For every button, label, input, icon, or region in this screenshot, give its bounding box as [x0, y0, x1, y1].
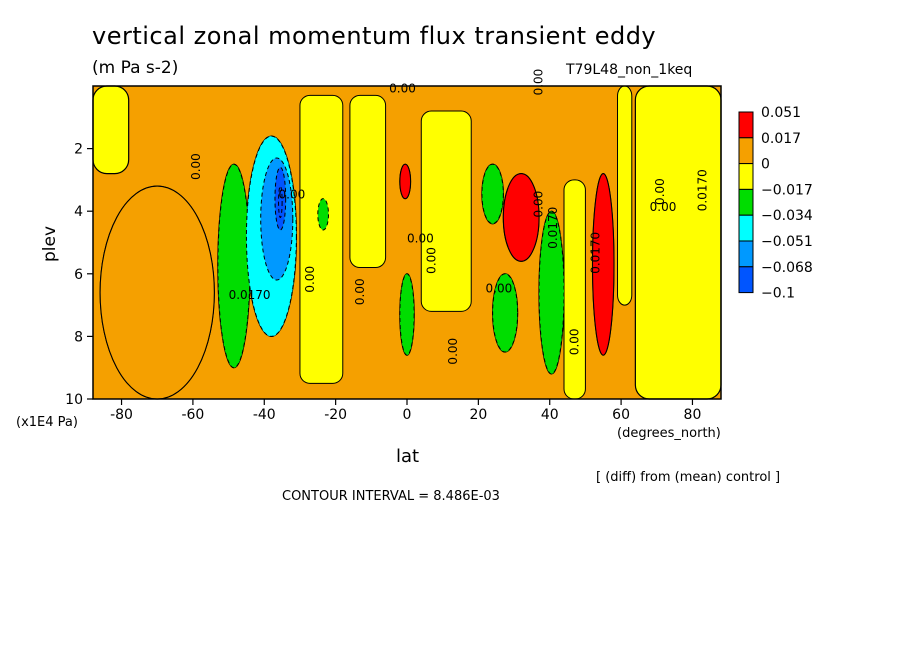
field-region [420, 110, 472, 312]
colorbar-swatch [738, 163, 754, 190]
y-tick-label: 4 [74, 204, 83, 220]
colorbar-swatch [738, 188, 754, 216]
x-tick-label: 20 [469, 407, 487, 423]
field-core [481, 163, 504, 225]
field-core [492, 273, 519, 353]
contour-label: 0.00 [425, 247, 439, 274]
colorbar-label: −0.051 [761, 234, 813, 250]
x-tick-label: -20 [324, 407, 347, 423]
field-core [502, 173, 540, 262]
field-core [399, 273, 415, 356]
y-tick-label: 2 [74, 142, 83, 158]
contour-label: 0.00 [303, 266, 317, 293]
field-core [278, 185, 283, 218]
contour-label: 0.0170 [229, 288, 271, 302]
colorbar-label: −0.1 [761, 286, 795, 302]
colorbar-label: −0.017 [761, 182, 813, 198]
colorbar-swatch [738, 111, 754, 139]
field-region [92, 85, 130, 175]
y-tick-label: 10 [65, 392, 83, 408]
chart-title: vertical zonal momentum flux transient e… [92, 22, 657, 50]
contour-label: 0.0170 [589, 232, 603, 274]
contour-label: 0.00 [446, 338, 460, 365]
x-tick-label: 40 [541, 407, 559, 423]
contour-label: 0.0170 [546, 207, 560, 249]
field-core [538, 210, 565, 375]
colorbar-label: −0.068 [761, 260, 813, 276]
x-tick-label: 80 [684, 407, 702, 423]
field-core [399, 163, 412, 200]
contour-label: 0.00 [532, 191, 546, 218]
contour-label: 0.00 [486, 282, 513, 296]
colorbar-label: 0.051 [761, 105, 801, 121]
y-tick-label: 6 [74, 267, 83, 283]
field-region [617, 85, 633, 306]
field-core [99, 185, 215, 400]
contour-label: 0.00 [532, 69, 546, 96]
x-tick-label: -60 [181, 407, 204, 423]
contour-label: 0.00 [650, 200, 677, 214]
x-tick-label: -80 [110, 407, 133, 423]
x-tick-label: 60 [612, 407, 630, 423]
field-region [299, 94, 344, 384]
x-tick-label: -40 [253, 407, 276, 423]
field-core [317, 198, 330, 231]
colorbar-label: −0.034 [761, 208, 813, 224]
contour-label: 0.00 [567, 328, 581, 355]
field-core [217, 163, 251, 369]
contour-label: 0.0170 [696, 169, 710, 211]
contour-label: 0.00 [653, 178, 667, 205]
contour-label: 0.00 [189, 153, 203, 180]
x-axis-label: lat [396, 446, 420, 467]
chart-units: (m Pa s-2) [92, 58, 179, 78]
contour-label: 0.00 [407, 232, 434, 246]
field-region [634, 85, 722, 400]
contour-interval: CONTOUR INTERVAL = 8.486E-03 [282, 489, 500, 504]
field-region [349, 94, 387, 269]
x-tick-label: 0 [403, 407, 412, 423]
y-tick-label: 8 [74, 329, 83, 345]
contour-label: 0.00 [279, 188, 306, 202]
colorbar-label: 0.017 [761, 131, 801, 147]
run-label: T79L48_non_1keq [566, 62, 693, 78]
colorbar-swatch [738, 214, 754, 242]
colorbar-swatch [738, 266, 754, 294]
contour-label: 0.00 [389, 81, 416, 95]
field-region [563, 179, 586, 400]
colorbar-label: 0 [761, 157, 770, 173]
diff-note: [ (diff) from (mean) control ] [596, 470, 781, 485]
x-units-label: (degrees_north) [617, 426, 721, 441]
contour-label: 0.00 [353, 278, 367, 305]
colorbar-swatch [738, 137, 754, 165]
colorbar-swatch [738, 240, 754, 268]
y-scale-note: (x1E4 Pa) [16, 415, 78, 430]
field-core [592, 173, 615, 356]
